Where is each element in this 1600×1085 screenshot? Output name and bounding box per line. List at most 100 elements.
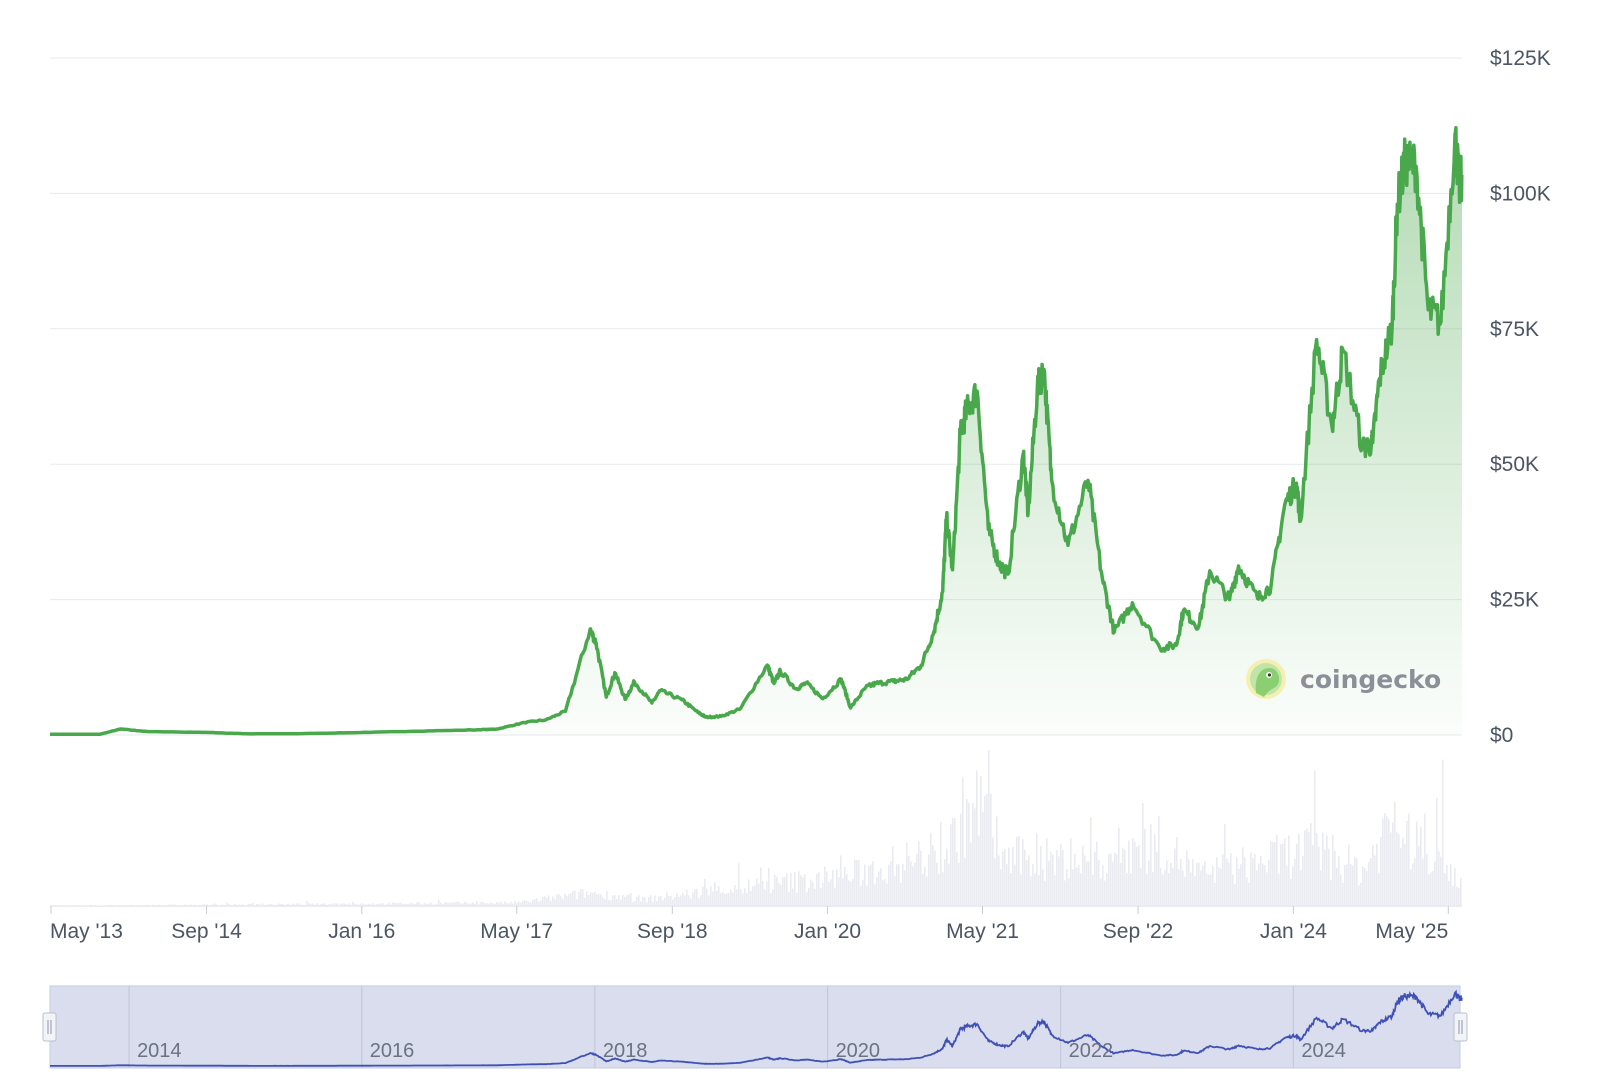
- brand-name: coingecko: [1300, 665, 1441, 694]
- volume-bar: [828, 881, 830, 906]
- volume-bar: [572, 890, 574, 906]
- x-tick-label: Jan '24: [1260, 920, 1327, 943]
- volume-bar: [634, 901, 636, 906]
- navigator-selection[interactable]: [49, 985, 1461, 1069]
- volume-bar: [240, 904, 242, 906]
- volume-bar: [1010, 873, 1012, 906]
- navigator-handle-left[interactable]: [42, 1012, 57, 1042]
- volume-bar: [524, 900, 526, 906]
- volume-bar: [690, 898, 692, 906]
- volume-bar: [1098, 860, 1100, 906]
- volume-bar: [778, 882, 780, 906]
- volume-bar: [1044, 881, 1046, 906]
- volume-bar: [1426, 854, 1428, 906]
- volume-bar: [266, 904, 268, 906]
- volume-bar: [404, 903, 406, 906]
- volume-bar: [248, 903, 250, 906]
- volume-bar: [104, 905, 106, 906]
- volume-bar: [324, 903, 326, 906]
- volume-bar: [984, 796, 986, 906]
- volume-bar: [86, 905, 88, 906]
- volume-bar: [526, 900, 528, 906]
- volume-bar: [566, 895, 568, 906]
- volume-bar: [268, 904, 270, 906]
- volume-bar: [260, 904, 262, 906]
- volume-bar: [652, 901, 654, 906]
- volume-bar: [976, 770, 978, 906]
- volume-bar: [256, 904, 258, 906]
- volume-bar: [1308, 832, 1310, 906]
- volume-bar: [1212, 865, 1214, 906]
- volume-bar: [1042, 869, 1044, 906]
- volume-bar: [1274, 842, 1276, 906]
- volume-bar: [1180, 858, 1182, 906]
- volume-bar: [1000, 869, 1002, 906]
- volume-bar: [1364, 867, 1366, 906]
- navigator-grid: [128, 986, 1294, 1068]
- volume-bar: [1040, 845, 1042, 906]
- volume-bar: [1266, 872, 1268, 906]
- volume-bar: [416, 902, 418, 906]
- volume-bar: [592, 893, 594, 906]
- range-navigator[interactable]: 2014 2016 2018 2020 2022 2024: [42, 985, 1468, 1069]
- price-line[interactable]: [50, 125, 1464, 737]
- volume-bar: [1388, 819, 1390, 906]
- volume-bar: [1234, 884, 1236, 906]
- volume-bar: [668, 896, 670, 906]
- volume-bar: [1056, 850, 1058, 906]
- volume-bar: [1416, 821, 1418, 906]
- volume-bar: [300, 904, 302, 906]
- volume-bar: [474, 903, 476, 906]
- volume-bar: [442, 904, 444, 906]
- volume-bar: [1404, 844, 1406, 906]
- volume-bar: [280, 904, 282, 906]
- volume-bar: [972, 802, 974, 906]
- volume-bar: [284, 904, 286, 906]
- volume-bar: [368, 903, 370, 906]
- volume-bar: [1022, 839, 1024, 906]
- volume-bar: [1300, 870, 1302, 906]
- volume-bar: [660, 896, 662, 906]
- volume-bar: [670, 896, 672, 906]
- volume-bar: [124, 905, 126, 906]
- volume-bar: [1452, 885, 1454, 906]
- volume-bar: [1356, 858, 1358, 906]
- volume-bar: [1142, 803, 1144, 906]
- volume-bar: [928, 854, 930, 906]
- volume-bar: [484, 903, 486, 906]
- volume-bar: [172, 904, 174, 906]
- x-axis: May '13 Sep '14 Jan '16 May '17 Sep '18 Jan '…: [50, 906, 1449, 943]
- volume-bar: [1208, 874, 1210, 906]
- volume-bar: [630, 893, 632, 906]
- volume-bar: [1382, 818, 1384, 906]
- volume-bar: [590, 892, 592, 906]
- volume-bar: [1328, 848, 1330, 906]
- volume-bar: [1352, 865, 1354, 906]
- navigator-handle-right[interactable]: [1453, 1012, 1468, 1042]
- volume-bar: [1046, 838, 1048, 906]
- volume-bar: [388, 902, 390, 906]
- volume-bar: [488, 903, 490, 906]
- volume-bar: [322, 903, 324, 906]
- volume-bar: [286, 903, 288, 906]
- volume-bar: [1372, 845, 1374, 906]
- volume-bar: [1174, 848, 1176, 906]
- volume-bar: [1074, 853, 1076, 906]
- volume-bar: [1458, 888, 1460, 906]
- volume-bar: [1402, 837, 1404, 906]
- volume-bar: [434, 904, 436, 906]
- volume-bar: [1406, 820, 1408, 906]
- volume-bar: [802, 876, 804, 906]
- volume-bar: [730, 889, 732, 906]
- volume-bar: [704, 878, 706, 906]
- volume-bar: [700, 895, 702, 906]
- volume-bar: [90, 904, 92, 906]
- volume-bar: [378, 904, 380, 906]
- volume-bar: [146, 905, 148, 906]
- volume-bar: [276, 904, 278, 906]
- volume-bar: [738, 863, 740, 906]
- navigator-year-label: 2020: [836, 1040, 881, 1062]
- volume-bar: [740, 889, 742, 906]
- volume-bar: [780, 884, 782, 906]
- volume-bar: [1080, 873, 1082, 906]
